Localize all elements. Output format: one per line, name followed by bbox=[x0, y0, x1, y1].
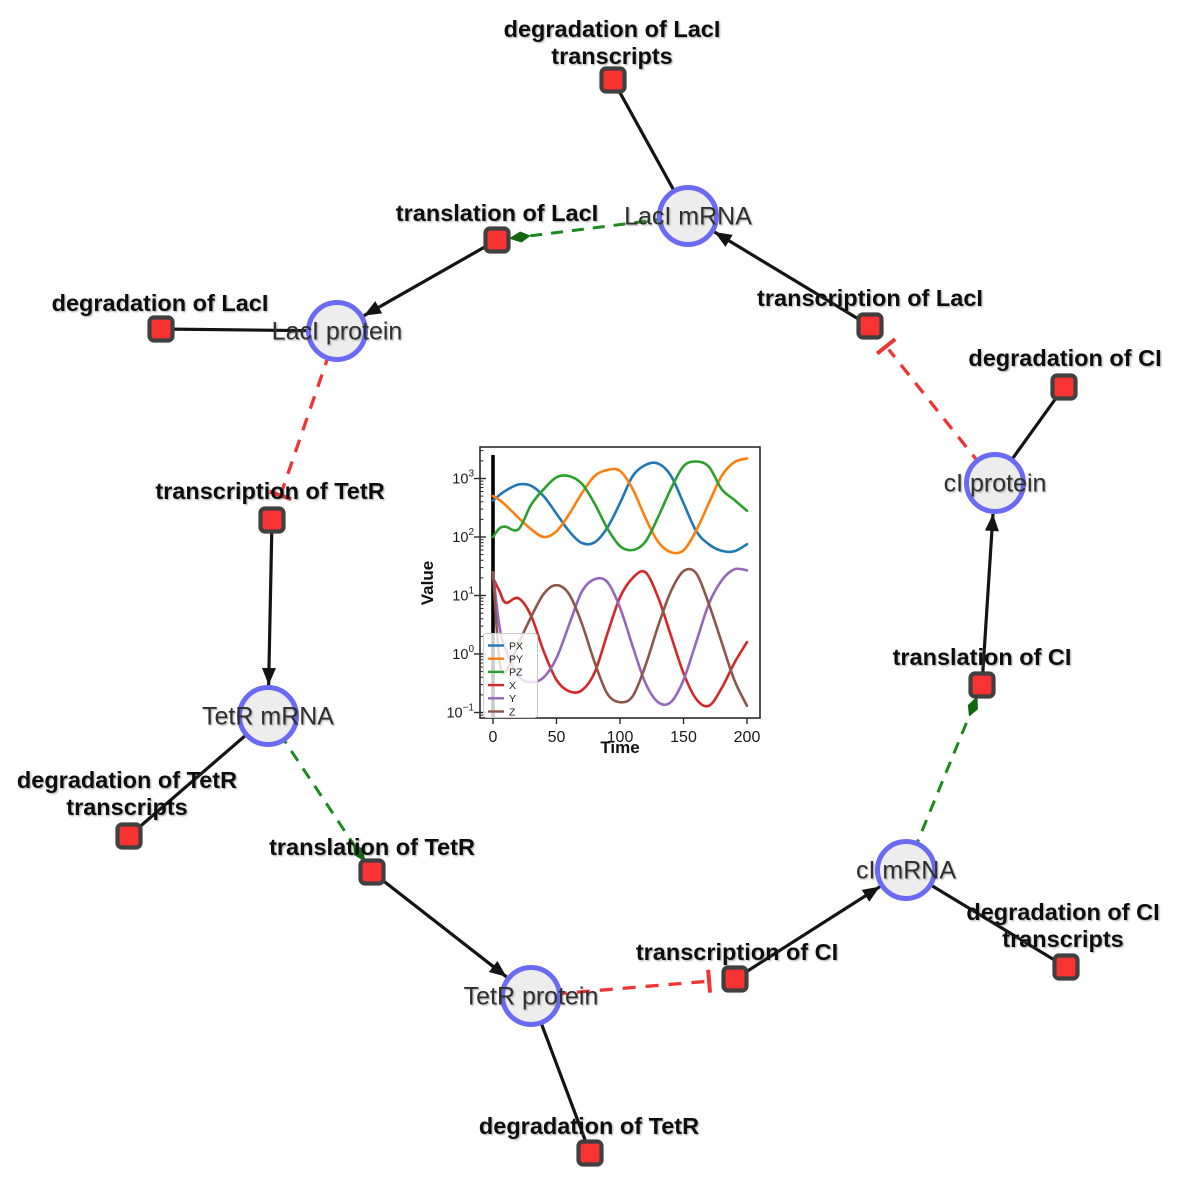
reaction-label-translation-of-tetr: translation of TetR bbox=[269, 834, 475, 860]
species-node-tetr-protein[interactable] bbox=[500, 965, 562, 1027]
reaction-node-translation-of-tetr[interactable] bbox=[358, 858, 386, 886]
x-tick-label: 50 bbox=[548, 729, 566, 746]
consumption-edge-ci-mrna-to-degradation-of-ci-transcripts bbox=[905, 868, 1067, 969]
x-tick-label: 200 bbox=[734, 729, 761, 746]
production-edge-translation-of-laci-to-laci-protein bbox=[363, 238, 498, 318]
production-edge-transcription-of-ci-to-ci-mrna bbox=[734, 885, 881, 981]
species-label-laci-protein: LacI protein bbox=[272, 318, 403, 346]
inhibition-tee bbox=[706, 969, 713, 993]
reaction-node-degradation-of-laci[interactable] bbox=[147, 315, 175, 343]
reaction-label-translation-of-laci: translation of LacI bbox=[396, 200, 598, 226]
legend-label-PX: PX bbox=[509, 640, 523, 652]
legend-label-PY: PY bbox=[509, 654, 523, 666]
reaction-node-transcription-of-ci[interactable] bbox=[721, 965, 749, 993]
y-tick-label: 101 bbox=[452, 586, 474, 605]
species-label-ci-mrna: cI mRNA bbox=[856, 857, 956, 885]
x-axis-title: Time bbox=[600, 738, 639, 757]
x-tick-label: 100 bbox=[607, 729, 634, 746]
production-edge-translation-of-ci-to-ci-protein bbox=[980, 513, 999, 686]
species-node-ci-mrna[interactable] bbox=[875, 839, 937, 901]
species-node-ci-protein[interactable] bbox=[964, 452, 1026, 514]
axis-ticks bbox=[474, 450, 748, 724]
production-line bbox=[267, 519, 274, 686]
inhibition-tee bbox=[268, 489, 292, 502]
production-line bbox=[734, 885, 881, 981]
legend-label-Y: Y bbox=[509, 693, 516, 705]
series-curve-X bbox=[491, 569, 749, 708]
legend-label-Z: Z bbox=[509, 706, 516, 718]
series-curve-PX bbox=[491, 461, 749, 554]
production-line bbox=[713, 230, 871, 328]
reaction-label-degradation-of-ci-transcripts: degradation of CI transcripts bbox=[966, 899, 1159, 952]
reaction-node-translation-of-ci[interactable] bbox=[968, 671, 996, 699]
modifier-diamond bbox=[353, 843, 366, 863]
reaction-label-degradation-of-laci: degradation of LacI bbox=[52, 290, 269, 316]
x-tick-label: 0 bbox=[489, 729, 498, 746]
y-axis-title: Value bbox=[418, 561, 437, 605]
legend-box bbox=[483, 633, 538, 718]
arrowhead bbox=[261, 667, 276, 686]
modifier-diamond bbox=[508, 231, 531, 243]
species-label-tetr-protein: TetR protein bbox=[464, 983, 599, 1011]
production-edge-translation-of-tetr-to-tetr-protein bbox=[371, 870, 508, 979]
reaction-node-transcription-of-laci[interactable] bbox=[856, 312, 884, 340]
species-node-laci-mrna[interactable] bbox=[657, 185, 719, 247]
reaction-label-degradation-of-ci: degradation of CI bbox=[968, 345, 1161, 371]
consumption-line bbox=[905, 868, 1067, 969]
production-line bbox=[980, 513, 995, 686]
labels-layer: degradation of LacI transcripts translatio… bbox=[17, 16, 1162, 1139]
y-tick-label: 103 bbox=[452, 469, 474, 488]
arrowhead bbox=[714, 232, 733, 247]
arrowhead bbox=[984, 513, 999, 532]
legend-label-PZ: PZ bbox=[509, 667, 523, 679]
series-curve-PZ bbox=[491, 460, 749, 552]
reaction-node-degradation-of-ci-transcripts[interactable] bbox=[1052, 953, 1080, 981]
species-label-laci-mrna: LacI mRNA bbox=[624, 203, 752, 231]
plot-frame bbox=[479, 446, 761, 719]
reaction-label-degradation-of-tetr-transcripts: degradation of TetR transcripts bbox=[17, 767, 237, 820]
arrowhead bbox=[363, 301, 383, 316]
reaction-label-degradation-of-laci-transcripts: degradation of LacI transcripts bbox=[504, 16, 721, 69]
production-edge-transcription-of-tetr-to-tetr-mrna bbox=[261, 519, 276, 686]
reaction-node-transcription-of-tetr[interactable] bbox=[258, 506, 286, 534]
inhibition-tee bbox=[875, 337, 897, 356]
species-node-laci-protein[interactable] bbox=[306, 300, 368, 362]
reaction-node-degradation-of-laci-transcripts[interactable] bbox=[599, 66, 627, 94]
arrowhead bbox=[488, 960, 507, 977]
production-edge-transcription-of-laci-to-laci-mrna bbox=[713, 230, 871, 328]
modifier-diamond bbox=[967, 696, 978, 717]
reaction-node-degradation-of-tetr-transcripts[interactable] bbox=[115, 822, 143, 850]
reaction-node-degradation-of-tetr[interactable] bbox=[576, 1139, 604, 1167]
species-node-tetr-mrna[interactable] bbox=[237, 685, 299, 747]
nodes-layer bbox=[115, 66, 1080, 1167]
legend-label-X: X bbox=[509, 680, 516, 692]
reaction-label-transcription-of-laci: transcription of LacI bbox=[757, 285, 983, 311]
y-tick-label: 10−1 bbox=[446, 703, 474, 722]
reaction-label-transcription-of-tetr: transcription of TetR bbox=[155, 478, 384, 504]
reaction-label-transcription-of-ci: transcription of CI bbox=[636, 939, 838, 965]
reaction-node-translation-of-laci[interactable] bbox=[483, 226, 511, 254]
x-tick-label: 150 bbox=[670, 729, 697, 746]
y-tick-label: 100 bbox=[452, 644, 474, 663]
reaction-label-degradation-of-tetr: degradation of TetR bbox=[479, 1113, 699, 1139]
species-label-ci-protein: cI protein bbox=[944, 470, 1047, 498]
production-line bbox=[363, 238, 498, 318]
production-line bbox=[371, 870, 508, 979]
y-tick-label: 102 bbox=[452, 527, 474, 546]
reaction-node-degradation-of-ci[interactable] bbox=[1050, 373, 1078, 401]
reaction-label-translation-of-ci: translation of CI bbox=[893, 644, 1072, 670]
arrowhead bbox=[861, 886, 880, 902]
series-curve-PY bbox=[491, 457, 749, 555]
species-label-tetr-mrna: TetR mRNA bbox=[202, 703, 334, 731]
